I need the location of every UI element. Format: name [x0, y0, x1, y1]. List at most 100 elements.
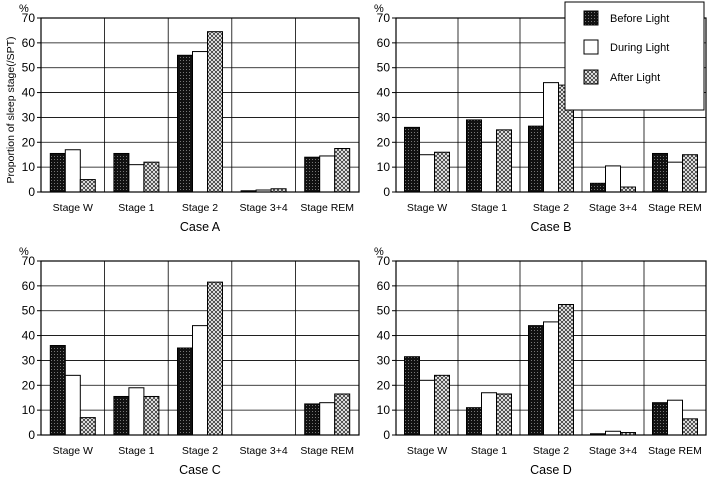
y-tick-label: 50: [22, 304, 36, 318]
bar-before-light-stage-3-4: [590, 182, 606, 193]
bar-during-light-stage-w: [419, 154, 435, 193]
x-tick-label: Stage REM: [648, 202, 702, 214]
bar-during-light-stage-w: [64, 374, 81, 436]
bar-after-light-stage-w: [434, 151, 450, 193]
y-unit-label: %: [374, 3, 384, 15]
bar-before-light-stage-rem: [652, 402, 668, 436]
y-tick-label: 40: [22, 329, 36, 343]
bar-during-light-stage-rem: [667, 399, 683, 436]
bar-during-light-stage-1: [481, 392, 497, 436]
legend-label-during-light: During Light: [610, 42, 669, 54]
bar-after-light-stage-3-4: [620, 186, 636, 193]
y-tick-label: 20: [377, 135, 391, 149]
bar-before-light-stage-2: [528, 125, 544, 193]
bar-before-light-stage-w: [49, 152, 66, 193]
legend-label-before-light: Before Light: [610, 13, 669, 25]
plot-frame: [40, 17, 360, 193]
bar-during-light-stage-1: [128, 387, 145, 436]
chart-case-c: 0 10 20 30 40 50 60 70% Stage W Stage 1 Stage 2 Sta…: [19, 246, 360, 477]
x-tick-label: Stage W: [407, 202, 447, 214]
y-tick-label: 30: [377, 353, 391, 367]
bar-before-light-stage-rem: [304, 156, 321, 193]
x-tick-label: Stage REM: [300, 445, 354, 457]
y-tick-label: 10: [377, 160, 391, 174]
bar-after-light-stage-rem: [334, 148, 351, 193]
y-tick-label: 60: [377, 279, 391, 293]
bar-after-light-stage-2: [207, 31, 223, 193]
x-tick-label: Stage W: [53, 445, 93, 457]
y-tick-label: 40: [22, 86, 36, 100]
y-tick-label: 60: [22, 36, 36, 50]
bar-before-light-stage-1: [113, 395, 130, 436]
bar-before-light-stage-1: [466, 407, 482, 436]
bar-after-light-stage-rem: [682, 154, 698, 193]
y-tick-label: 20: [377, 378, 391, 392]
y-tick-label: 30: [377, 110, 391, 124]
y-tick-label: 40: [377, 329, 391, 343]
bar-during-light-stage-1: [128, 164, 145, 193]
bar-during-light-stage-rem: [319, 155, 336, 193]
y-tick-label: 0: [28, 428, 35, 442]
bar-before-light-stage-2: [528, 325, 544, 436]
bar-before-light-stage-w: [404, 126, 420, 193]
bar-before-light-stage-2: [177, 347, 193, 436]
bar-during-light-stage-rem: [667, 161, 683, 193]
chart-case-d: 0 10 20 30 40 50 60 70% Stage W Stage 1 Stage 2 Sta…: [374, 246, 707, 477]
y-tick-label: 10: [22, 403, 36, 417]
y-tick-label: 10: [377, 403, 391, 417]
bar-during-light-stage-w: [419, 379, 435, 436]
y-tick-label: 20: [22, 378, 36, 392]
x-tick-label: Stage 1: [118, 202, 154, 214]
y-unit-label: %: [19, 246, 29, 258]
bar-during-light-stage-3-4: [605, 165, 621, 193]
bar-after-light-stage-1: [496, 129, 512, 193]
bar-after-light-stage-1: [496, 393, 512, 436]
bar-after-light-stage-1: [143, 395, 160, 436]
y-tick-label: 20: [22, 135, 36, 149]
plot-frame: [40, 260, 360, 436]
y-tick-label: 10: [22, 160, 36, 174]
bar-during-light-stage-w: [64, 149, 81, 193]
x-tick-label: Stage 3+4: [240, 445, 288, 457]
bar-before-light-stage-w: [404, 356, 420, 436]
bar-before-light-stage-1: [466, 119, 482, 193]
x-tick-label: Stage 3+4: [240, 202, 288, 214]
legend: Before Light During Light After Light: [564, 1, 705, 111]
y-tick-label: 0: [28, 185, 35, 199]
bar-during-light-stage-1: [481, 141, 497, 193]
y-tick-label: 0: [383, 185, 390, 199]
legend-swatch-after-light: [583, 69, 599, 85]
y-tick-label: 60: [22, 279, 36, 293]
chart-case-a: 0 10 20 30 40 50 60 70% Stage W Stage 1 Stage 2 Sta…: [19, 3, 360, 234]
legend-swatch-during-light: [583, 39, 599, 55]
bar-during-light-stage-rem: [319, 402, 336, 436]
x-tick-label: Stage 2: [533, 445, 569, 457]
bar-after-light-stage-w: [79, 179, 96, 193]
x-tick-label: Stage W: [53, 202, 93, 214]
x-tick-label: Stage 1: [471, 445, 507, 457]
bar-after-light-stage-2: [207, 281, 223, 436]
y-tick-label: 30: [22, 110, 36, 124]
x-tick-label: Stage 3+4: [589, 202, 637, 214]
y-tick-label: 50: [377, 61, 391, 75]
bar-after-light-stage-1: [143, 161, 160, 193]
x-tick-label: Stage REM: [648, 445, 702, 457]
x-tick-label: Stage 3+4: [589, 445, 637, 457]
chart-title: Case C: [179, 463, 221, 477]
bar-after-light-stage-w: [434, 374, 450, 436]
bar-before-light-stage-2: [177, 54, 193, 193]
x-tick-label: Stage 1: [471, 202, 507, 214]
x-tick-label: Stage REM: [300, 202, 354, 214]
chart-case-b: 0 10 20 30 40 50 60 70% Stage W Stage 1 Stage 2 Sta…: [374, 3, 707, 234]
legend-swatch-before-light: [583, 10, 599, 26]
y-tick-label: 70: [377, 11, 391, 25]
chart-title: Case D: [530, 463, 572, 477]
bar-before-light-stage-1: [113, 152, 130, 193]
y-tick-label: 60: [377, 36, 391, 50]
bar-during-light-stage-2: [192, 325, 208, 436]
legend-label-after-light: After Light: [610, 72, 660, 84]
bar-before-light-stage-rem: [304, 403, 321, 436]
y-unit-label: %: [19, 3, 29, 15]
y-unit-label: %: [374, 246, 384, 258]
